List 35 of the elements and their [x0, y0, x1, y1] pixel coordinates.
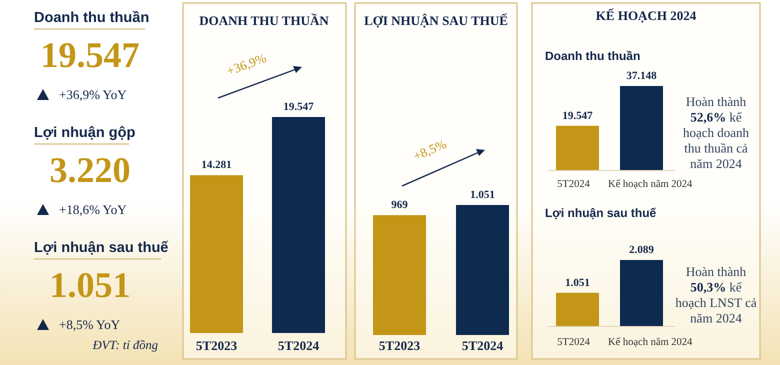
text: ĐVT: tỉ đồng — [92, 338, 158, 352]
text: Lợi nhuận gộp — [34, 125, 136, 141]
data-label: 19.547 — [283, 101, 314, 113]
data-label: 1.051 — [470, 189, 495, 201]
text: +8,5% YoY — [59, 317, 121, 332]
text: +8,5% — [410, 136, 449, 164]
x-tick-label: Kế hoạch năm 2024 — [608, 337, 694, 348]
x-tick-label: 5T2024 — [278, 338, 320, 353]
text: 19.547 — [40, 35, 140, 75]
text: 1.051 — [50, 265, 130, 305]
text: +18,6% YoY — [59, 202, 128, 217]
chart-title: LỢI NHUẬN SAU THUẾ — [364, 13, 508, 28]
x-tick-label: 5T2023 — [196, 338, 238, 353]
x-tick-label: 5T2024 — [557, 179, 591, 190]
chart-title: Lợi nhuận sau thuế — [545, 206, 657, 220]
chart-subtitle: Doanh thu thuần — [545, 49, 640, 63]
text: Hoàn thành 50,3% kế hoạch LNST cả năm 2024 — [675, 264, 757, 326]
data-label: 2.089 — [629, 244, 654, 256]
chart-title: KẾ HOẠCH 2024 — [596, 8, 697, 23]
text: Lợi nhuận sau thuế — [34, 240, 170, 256]
data-label: 14.281 — [201, 159, 232, 172]
x-tick-label: Kế hoạch năm 2024 — [608, 179, 694, 190]
text: Doanh thu thuần — [34, 10, 150, 26]
x-tick-label: 5T2024 — [557, 337, 591, 348]
text: +36,9% YoY — [59, 87, 128, 102]
text: Hoàn thành 52,6% kế hoạch doanh thu thuần cả năm 2024 — [682, 94, 750, 171]
chart-title: DOANH THU THUẦN — [199, 13, 330, 28]
data-label: 969 — [391, 199, 408, 212]
x-tick-label: 5T2024 — [462, 338, 504, 353]
data-label: 1.051 — [565, 276, 590, 289]
x-tick-label: 5T2023 — [378, 338, 421, 353]
text: 3.220 — [50, 150, 130, 190]
text: +36,9% — [224, 50, 268, 78]
data-label: 19.547 — [562, 110, 594, 122]
data-label: 37.148 — [626, 70, 658, 82]
